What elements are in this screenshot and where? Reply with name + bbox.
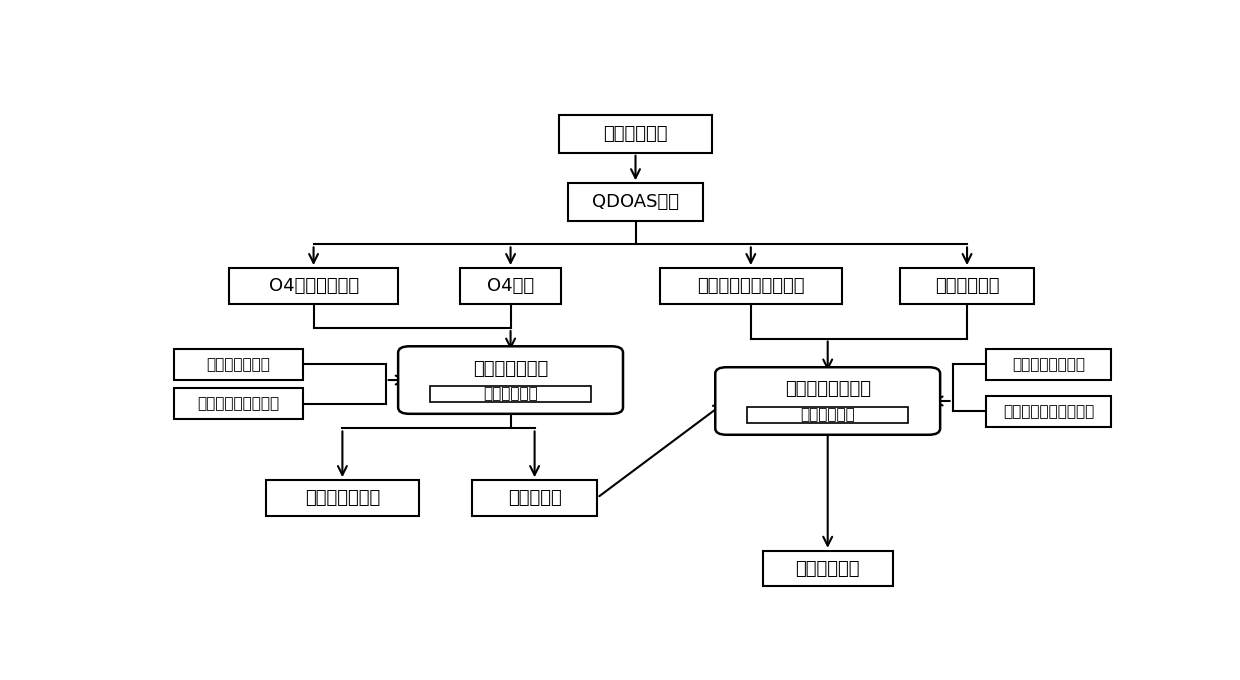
Text: 辐射传输模型: 辐射传输模型: [800, 407, 856, 422]
Text: 痕量气体廓线: 痕量气体廓线: [795, 560, 861, 577]
FancyBboxPatch shape: [746, 407, 909, 423]
FancyBboxPatch shape: [265, 480, 419, 515]
Text: 痕量气体误差: 痕量气体误差: [935, 277, 999, 295]
FancyBboxPatch shape: [229, 268, 398, 303]
Text: 气溶胶先验廓线: 气溶胶先验廓线: [207, 357, 270, 372]
Text: 太阳散射光谱: 太阳散射光谱: [603, 125, 668, 143]
FancyBboxPatch shape: [460, 268, 560, 303]
Text: 气溶胶廓线: 气溶胶廓线: [507, 489, 562, 507]
FancyBboxPatch shape: [472, 480, 596, 515]
Text: 痕量气体先验廓线误差: 痕量气体先验廓线误差: [1003, 404, 1095, 419]
FancyBboxPatch shape: [568, 183, 703, 221]
FancyBboxPatch shape: [430, 386, 591, 403]
FancyBboxPatch shape: [398, 346, 622, 414]
Text: O4差分斜柱浓度: O4差分斜柱浓度: [269, 277, 358, 295]
FancyBboxPatch shape: [174, 349, 304, 379]
Text: O4误差: O4误差: [487, 277, 534, 295]
Text: 痕量气体差分斜柱浓度: 痕量气体差分斜柱浓度: [697, 277, 805, 295]
FancyBboxPatch shape: [558, 115, 712, 153]
FancyBboxPatch shape: [900, 268, 1034, 303]
Text: 痕量气体廓线反演: 痕量气体廓线反演: [785, 381, 870, 398]
FancyBboxPatch shape: [660, 268, 842, 303]
FancyBboxPatch shape: [763, 551, 893, 586]
Text: 痕量气体先验廓线: 痕量气体先验廓线: [1012, 357, 1085, 372]
Text: QDOAS分析: QDOAS分析: [591, 193, 680, 211]
FancyBboxPatch shape: [986, 396, 1111, 426]
FancyBboxPatch shape: [986, 349, 1111, 379]
FancyBboxPatch shape: [174, 388, 304, 419]
FancyBboxPatch shape: [715, 367, 940, 435]
Text: 气溶胶光学性质: 气溶胶光学性质: [305, 489, 379, 507]
Text: 辐射传输模型: 辐射传输模型: [484, 386, 538, 402]
Text: 气溶胶先验廓线误差: 气溶胶先验廓线误差: [197, 396, 280, 411]
Text: 气溶胶廓线反演: 气溶胶廓线反演: [472, 360, 548, 377]
